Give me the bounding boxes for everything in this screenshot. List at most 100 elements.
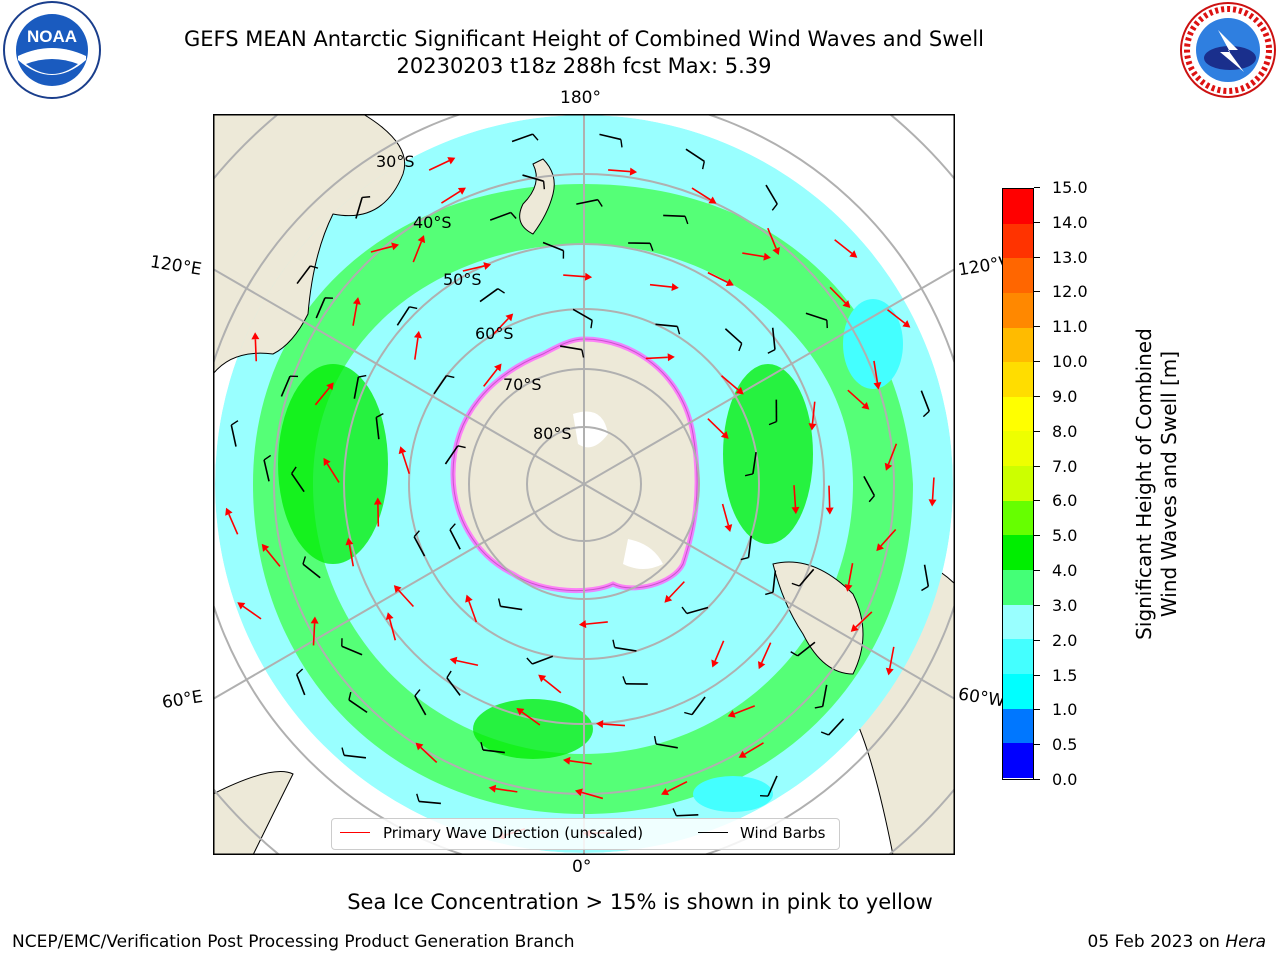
wind-barb-feather xyxy=(526,657,533,665)
legend-label-wind-barbs: Wind Barbs xyxy=(740,824,826,842)
wave-direction-arrowhead xyxy=(725,278,734,286)
wave-direction-arrow xyxy=(265,548,281,567)
wave-direction-arrowhead xyxy=(494,363,502,372)
wind-barb xyxy=(772,570,777,593)
wind-barb-feather xyxy=(362,196,371,199)
legend-swatch-wave-direction xyxy=(340,832,370,833)
wind-barb xyxy=(280,375,291,397)
colorbar-label: Significant Height of Combined Wind Wave… xyxy=(1132,284,1182,684)
wind-barb-feather xyxy=(814,705,823,709)
colorbar xyxy=(1002,188,1034,780)
wind-barb-feather xyxy=(341,747,345,756)
wave-direction-arrowhead xyxy=(735,386,744,395)
colorbar-tick-label: 13.0 xyxy=(1052,247,1088,267)
sea-ice-note: Sea Ice Concentration > 15% is shown in … xyxy=(347,890,933,914)
wind-barb xyxy=(444,445,459,465)
wave-direction-arrow xyxy=(495,787,518,793)
lon-label-180: 180° xyxy=(560,88,601,108)
wind-barb xyxy=(797,641,816,657)
wave-direction-arrow xyxy=(314,387,330,406)
wave-direction-arrow xyxy=(543,678,562,694)
wave-direction-arrowhead xyxy=(457,187,466,195)
wind-barb xyxy=(724,328,743,345)
wind-barb-feather xyxy=(790,651,798,657)
wind-barb-feather xyxy=(590,320,593,329)
lon-label-60e: 60°E xyxy=(160,686,205,714)
wave-direction-arrow xyxy=(401,452,411,475)
wind-barb xyxy=(686,606,709,615)
wind-barb-feather xyxy=(684,711,693,716)
wind-barb-feather xyxy=(291,466,297,474)
wave-direction-arrow xyxy=(397,589,415,608)
wave-direction-arrow xyxy=(242,605,262,620)
wave-direction-arrow xyxy=(602,723,626,727)
wind-barb xyxy=(433,375,448,395)
wind-barb-feather xyxy=(497,598,502,607)
wave-direction-arrowhead xyxy=(584,272,593,281)
wave-direction-arrow xyxy=(811,401,816,424)
wind-barb-feather xyxy=(921,585,929,592)
wave-direction-arrowhead xyxy=(772,247,780,256)
lon-label-120e: 120°E xyxy=(148,252,203,280)
wave-direction-arrowhead xyxy=(237,602,246,610)
wave-direction-arrowhead xyxy=(727,710,736,718)
colorbar-tick-label: 15.0 xyxy=(1052,178,1088,197)
wave-direction-arrowhead xyxy=(345,537,354,546)
wave-direction-arrow xyxy=(829,286,846,304)
wave-direction-arrowhead xyxy=(667,353,675,362)
wave-direction-arrowhead xyxy=(711,659,719,668)
wind-barb xyxy=(355,197,363,219)
wave-direction-arrow xyxy=(563,274,586,278)
colorbar-tick-label: 0.0 xyxy=(1052,770,1078,789)
colorbar-segment xyxy=(1003,639,1033,674)
wind-barb-feather xyxy=(740,556,749,561)
wind-barb-feather xyxy=(597,199,603,207)
wind-barb xyxy=(522,174,544,182)
wave-direction-arrow xyxy=(414,337,419,360)
wind-barb xyxy=(821,684,828,707)
wave-direction-arrow xyxy=(847,389,865,406)
colorbar-tick-label: 4.0 xyxy=(1052,561,1078,581)
colorbar-tick-label: 6.0 xyxy=(1052,491,1078,511)
wind-barb xyxy=(531,655,554,665)
wind-barb-feather xyxy=(457,445,466,449)
wave-direction-arrowhead xyxy=(884,462,893,471)
wind-barb xyxy=(343,754,367,759)
wind-barb-feather xyxy=(358,374,367,378)
wind-barb-feather xyxy=(480,742,484,751)
wave-direction-arrow xyxy=(887,443,898,465)
wind-barb-feather xyxy=(375,412,384,418)
wind-barb-feather xyxy=(620,139,623,148)
lat-label-70s: 70°S xyxy=(503,375,542,394)
wave-direction-arrow xyxy=(855,611,873,628)
wave-direction-arrowhead xyxy=(225,507,233,516)
legend: Primary Wave Direction (unscaled) Wind B… xyxy=(331,818,840,850)
wind-barb-feather xyxy=(413,530,420,538)
wave-direction-arrow xyxy=(352,303,358,326)
wind-barb xyxy=(752,451,757,474)
wave-direction-arrow xyxy=(581,791,604,800)
wind-barb-feather xyxy=(676,326,681,335)
wave-direction-arrowhead xyxy=(393,585,402,593)
wind-barb xyxy=(798,568,815,587)
wave-direction-arrowhead xyxy=(861,401,870,410)
wave-direction-arrowhead xyxy=(876,543,884,552)
wave-direction-arrow xyxy=(254,339,258,362)
wave-direction-arrowhead xyxy=(574,788,583,797)
wind-barb xyxy=(828,718,845,736)
wind-barb xyxy=(290,473,305,493)
wave-direction-arrow xyxy=(880,528,897,547)
wave-direction-arrowhead xyxy=(261,543,270,552)
wave-direction-arrow xyxy=(666,780,688,793)
wave-direction-arrow xyxy=(691,187,712,201)
colorbar-segment xyxy=(1003,223,1033,259)
colorbar-segment xyxy=(1003,258,1033,293)
wind-barb xyxy=(691,696,706,716)
wind-barb xyxy=(920,390,931,412)
wave-direction-arrowhead xyxy=(516,708,525,716)
wave-direction-arrowhead xyxy=(447,157,456,165)
wave-direction-arrow xyxy=(312,623,316,646)
wave-direction-arrow xyxy=(828,485,831,508)
footer-host: Hera xyxy=(1225,932,1266,952)
nws-logo-icon xyxy=(1180,2,1276,98)
